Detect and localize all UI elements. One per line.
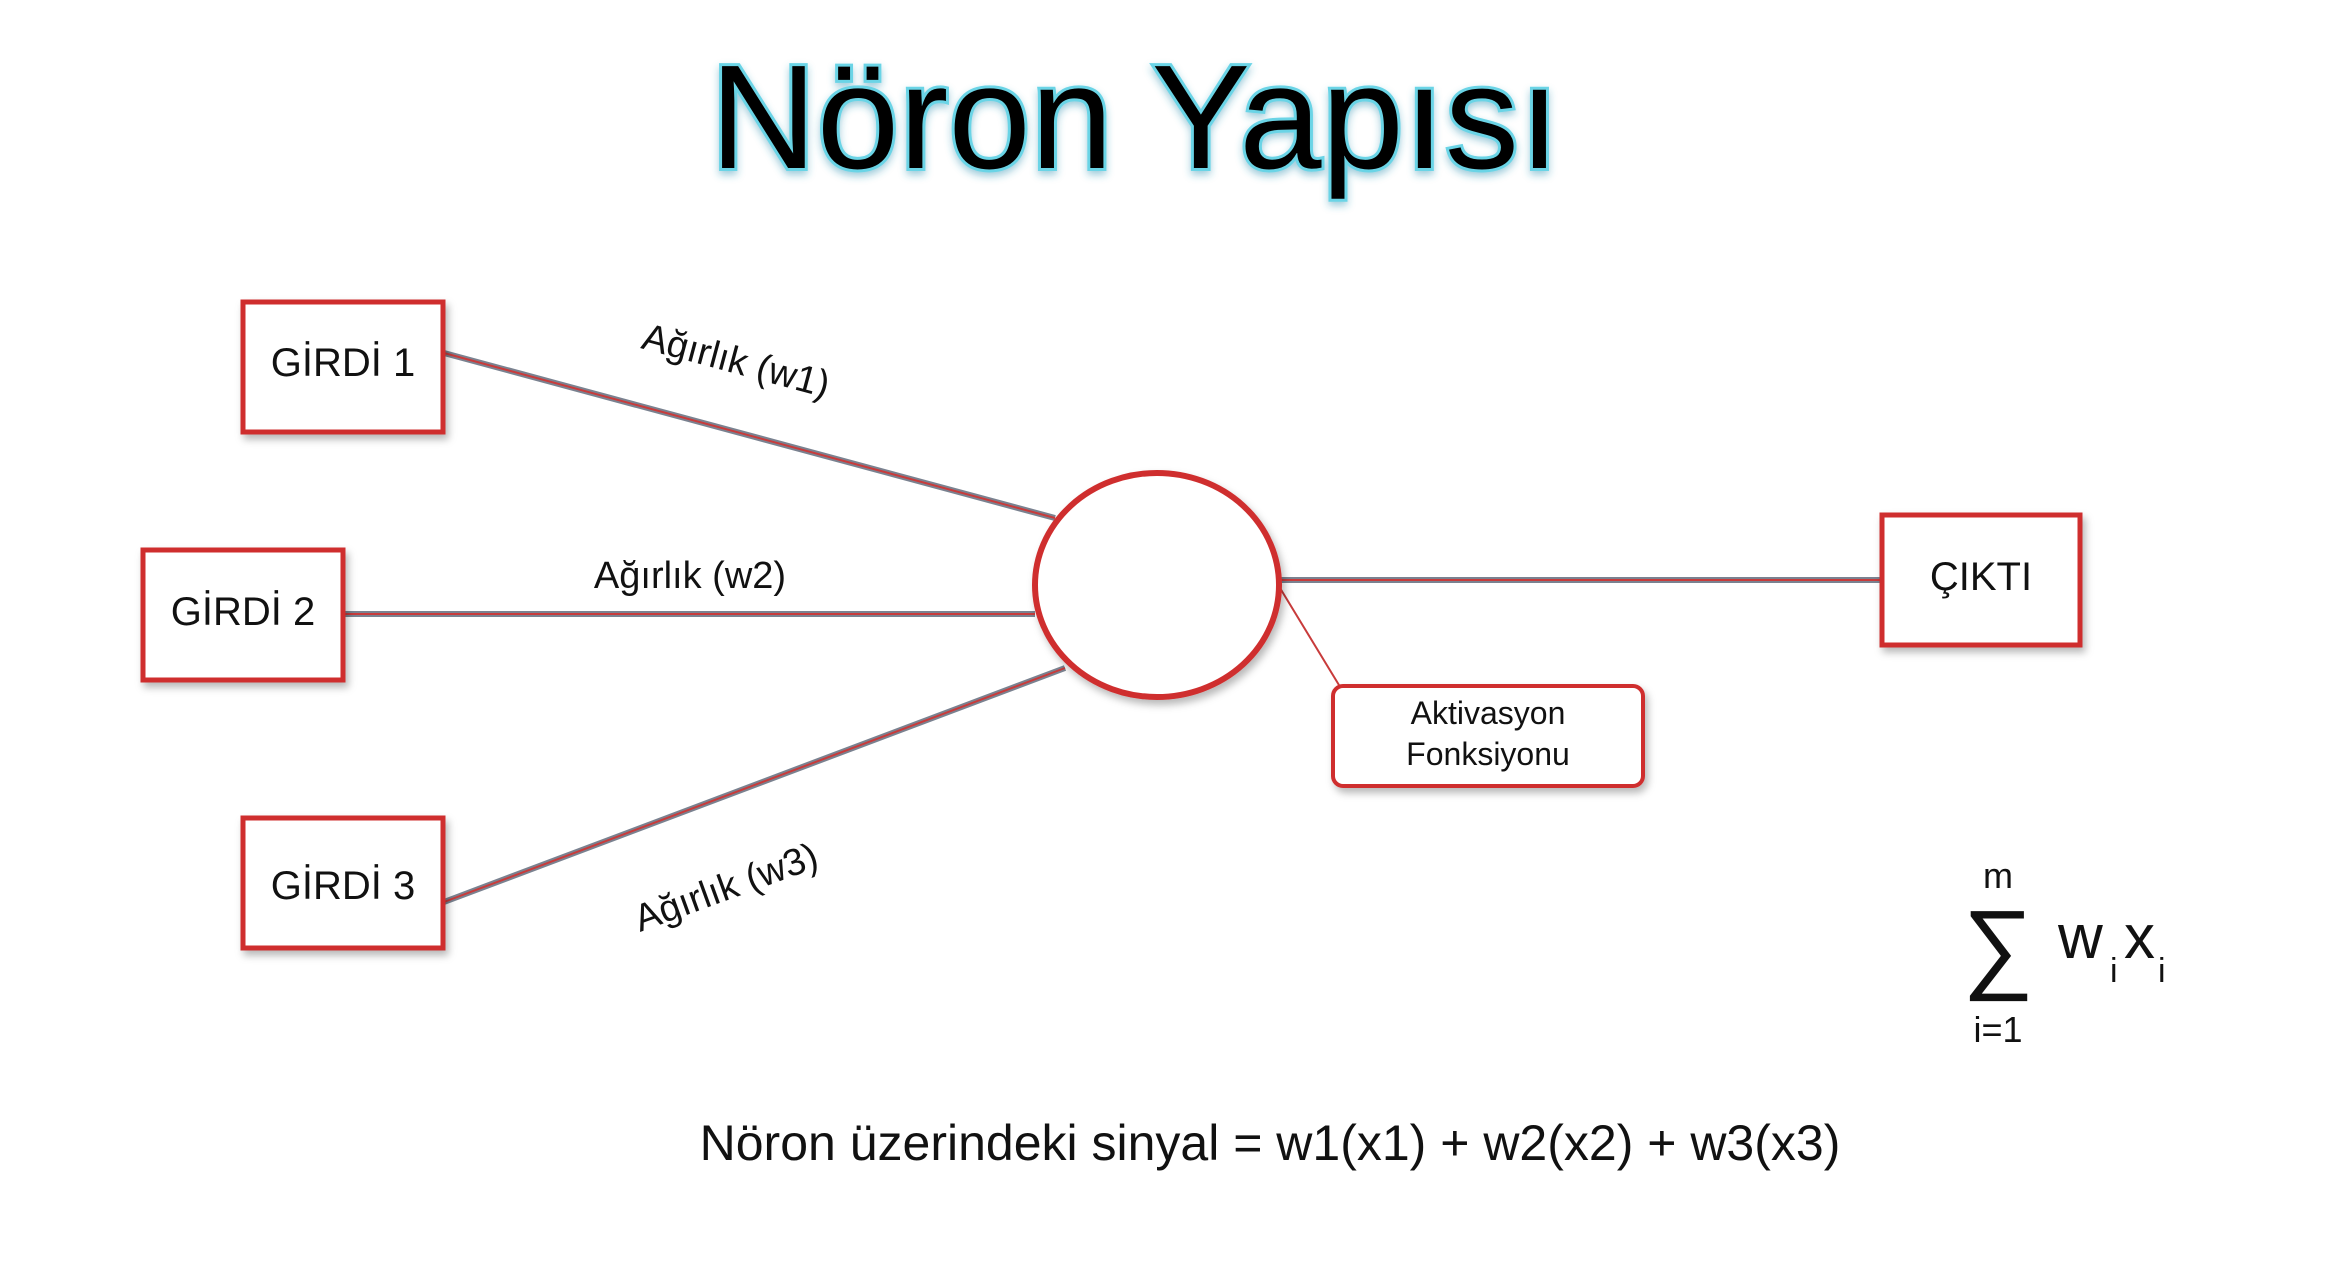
summation-formula: m ∑ i=1 w i x i <box>1962 855 2165 1050</box>
sum-term-x-sub: i <box>2158 952 2166 990</box>
sum-upper-limit: m <box>1983 855 2013 896</box>
weight-label-2: Ağırlık (w2) <box>594 555 786 597</box>
diagram-title: Nöron Yapısı <box>710 35 1560 200</box>
input-box-3: GİRDİ 3 <box>240 815 446 951</box>
activation-label-line1: Aktivasyon <box>1411 695 1566 731</box>
input-label-2: GİRDİ 2 <box>171 589 315 634</box>
output-label: ÇIKTI <box>1930 555 2032 599</box>
activation-pointer <box>1279 587 1343 691</box>
sum-lower-limit: i=1 <box>1973 1009 2022 1050</box>
neuron-circle <box>1032 470 1282 700</box>
signal-equation: Nöron üzerindeki sinyal = w1(x1) + w2(x2… <box>700 1115 1841 1171</box>
activation-box: Aktivasyon Fonksiyonu <box>1331 684 1645 788</box>
sigma-symbol: ∑ <box>1962 890 2033 1002</box>
weight-label-1: Ağırlık (w1) <box>638 316 834 406</box>
input-label-3: GİRDİ 3 <box>271 863 415 908</box>
activation-label-line2: Fonksiyonu <box>1406 736 1570 772</box>
weight-label-3: Ağırlık (w3) <box>629 835 824 940</box>
sum-term-w: w <box>2057 903 2103 972</box>
sum-term-w-sub: i <box>2110 952 2118 990</box>
input-box-2: GİRDİ 2 <box>140 547 346 683</box>
connections <box>344 350 1880 905</box>
output-box: ÇIKTI <box>1879 512 2083 648</box>
input-label-1: GİRDİ 1 <box>271 340 415 385</box>
input-box-1: GİRDİ 1 <box>240 299 446 435</box>
sum-term-x: x <box>2124 903 2155 972</box>
